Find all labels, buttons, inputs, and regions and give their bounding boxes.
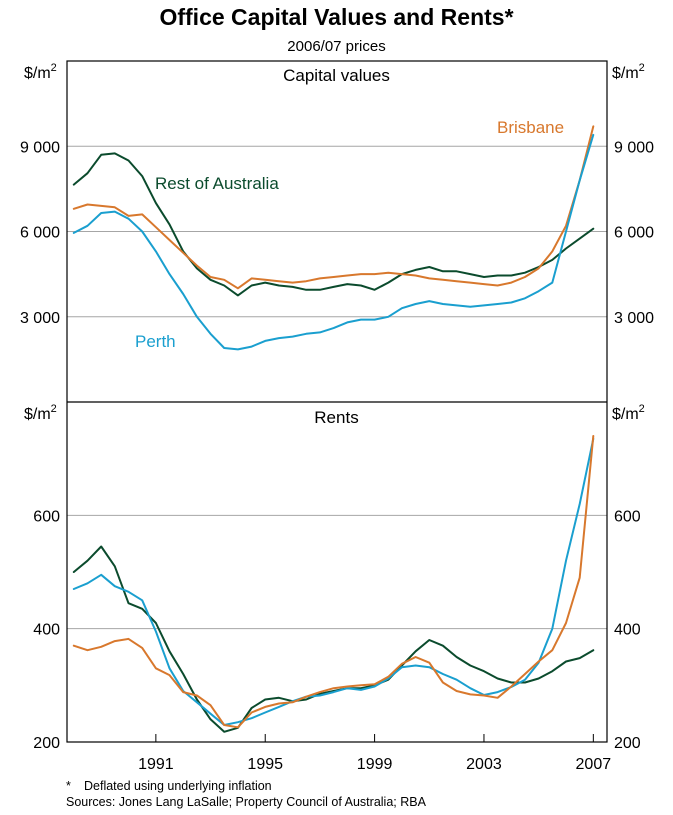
chart-subtitle: 2006/07 prices (287, 38, 385, 55)
footnote-deflated: * Deflated using underlying inflation (66, 779, 272, 793)
panel-title-capital-values: Capital values (283, 66, 390, 85)
chart-title: Office Capital Values and Rents* (159, 4, 513, 30)
series-lines (72, 125, 595, 733)
footnote-sources: Sources: Jones Lang LaSalle; Property Co… (66, 795, 426, 809)
y-tick-left-1-200: 200 (33, 735, 60, 752)
y-tick-left-1-600: 600 (33, 508, 60, 525)
y-tick-left-0-6000: 6 000 (20, 225, 60, 242)
y-tick-left-0-3000: 3 000 (20, 310, 60, 327)
unit-label-right-1: $/m2 (612, 403, 645, 423)
unit-label-left-1: $/m2 (24, 403, 57, 423)
footnote-star: * (66, 779, 71, 793)
x-tick-label-2003: 2003 (466, 756, 502, 773)
x-tick-label-1991: 1991 (138, 756, 174, 773)
series-label-rest-of-australia: Rest of Australia (155, 174, 279, 193)
x-tick-label-1999: 1999 (357, 756, 393, 773)
series-line-0-brisbane (72, 125, 595, 290)
x-tick-label-1995: 1995 (247, 756, 283, 773)
series-line-1-perth (72, 437, 595, 726)
series-label-perth: Perth (135, 332, 176, 351)
series-line-1-brisbane (72, 435, 595, 729)
series-line-1-rest-of-australia (72, 545, 595, 733)
x-tick-label-2007: 2007 (576, 756, 612, 773)
y-tick-right-1-200: 200 (614, 735, 641, 752)
y-tick-right-1-600: 600 (614, 508, 641, 525)
footnote-deflated-text: Deflated using underlying inflation (84, 779, 272, 793)
panel-title-rents: Rents (314, 408, 358, 427)
series-line-0-rest-of-australia (72, 152, 595, 297)
unit-label-left-0: $/m2 (24, 62, 57, 82)
y-tick-left-0-9000: 9 000 (20, 139, 60, 156)
unit-label-right-0: $/m2 (612, 62, 645, 82)
y-tick-left-1-400: 400 (33, 622, 60, 639)
y-tick-right-0-3000: 3 000 (614, 310, 654, 327)
series-line-0-perth (72, 133, 595, 351)
y-tick-right-0-6000: 6 000 (614, 225, 654, 242)
y-tick-right-0-9000: 9 000 (614, 139, 654, 156)
axis-labels: 3 000 3 000 6 000 6 000 9 000 9 000 $/m2 $/m2 20… (20, 62, 654, 773)
y-tick-right-1-400: 400 (614, 622, 641, 639)
series-label-brisbane: Brisbane (497, 118, 564, 137)
chart-frame (66, 60, 608, 743)
gridlines (67, 145, 607, 630)
